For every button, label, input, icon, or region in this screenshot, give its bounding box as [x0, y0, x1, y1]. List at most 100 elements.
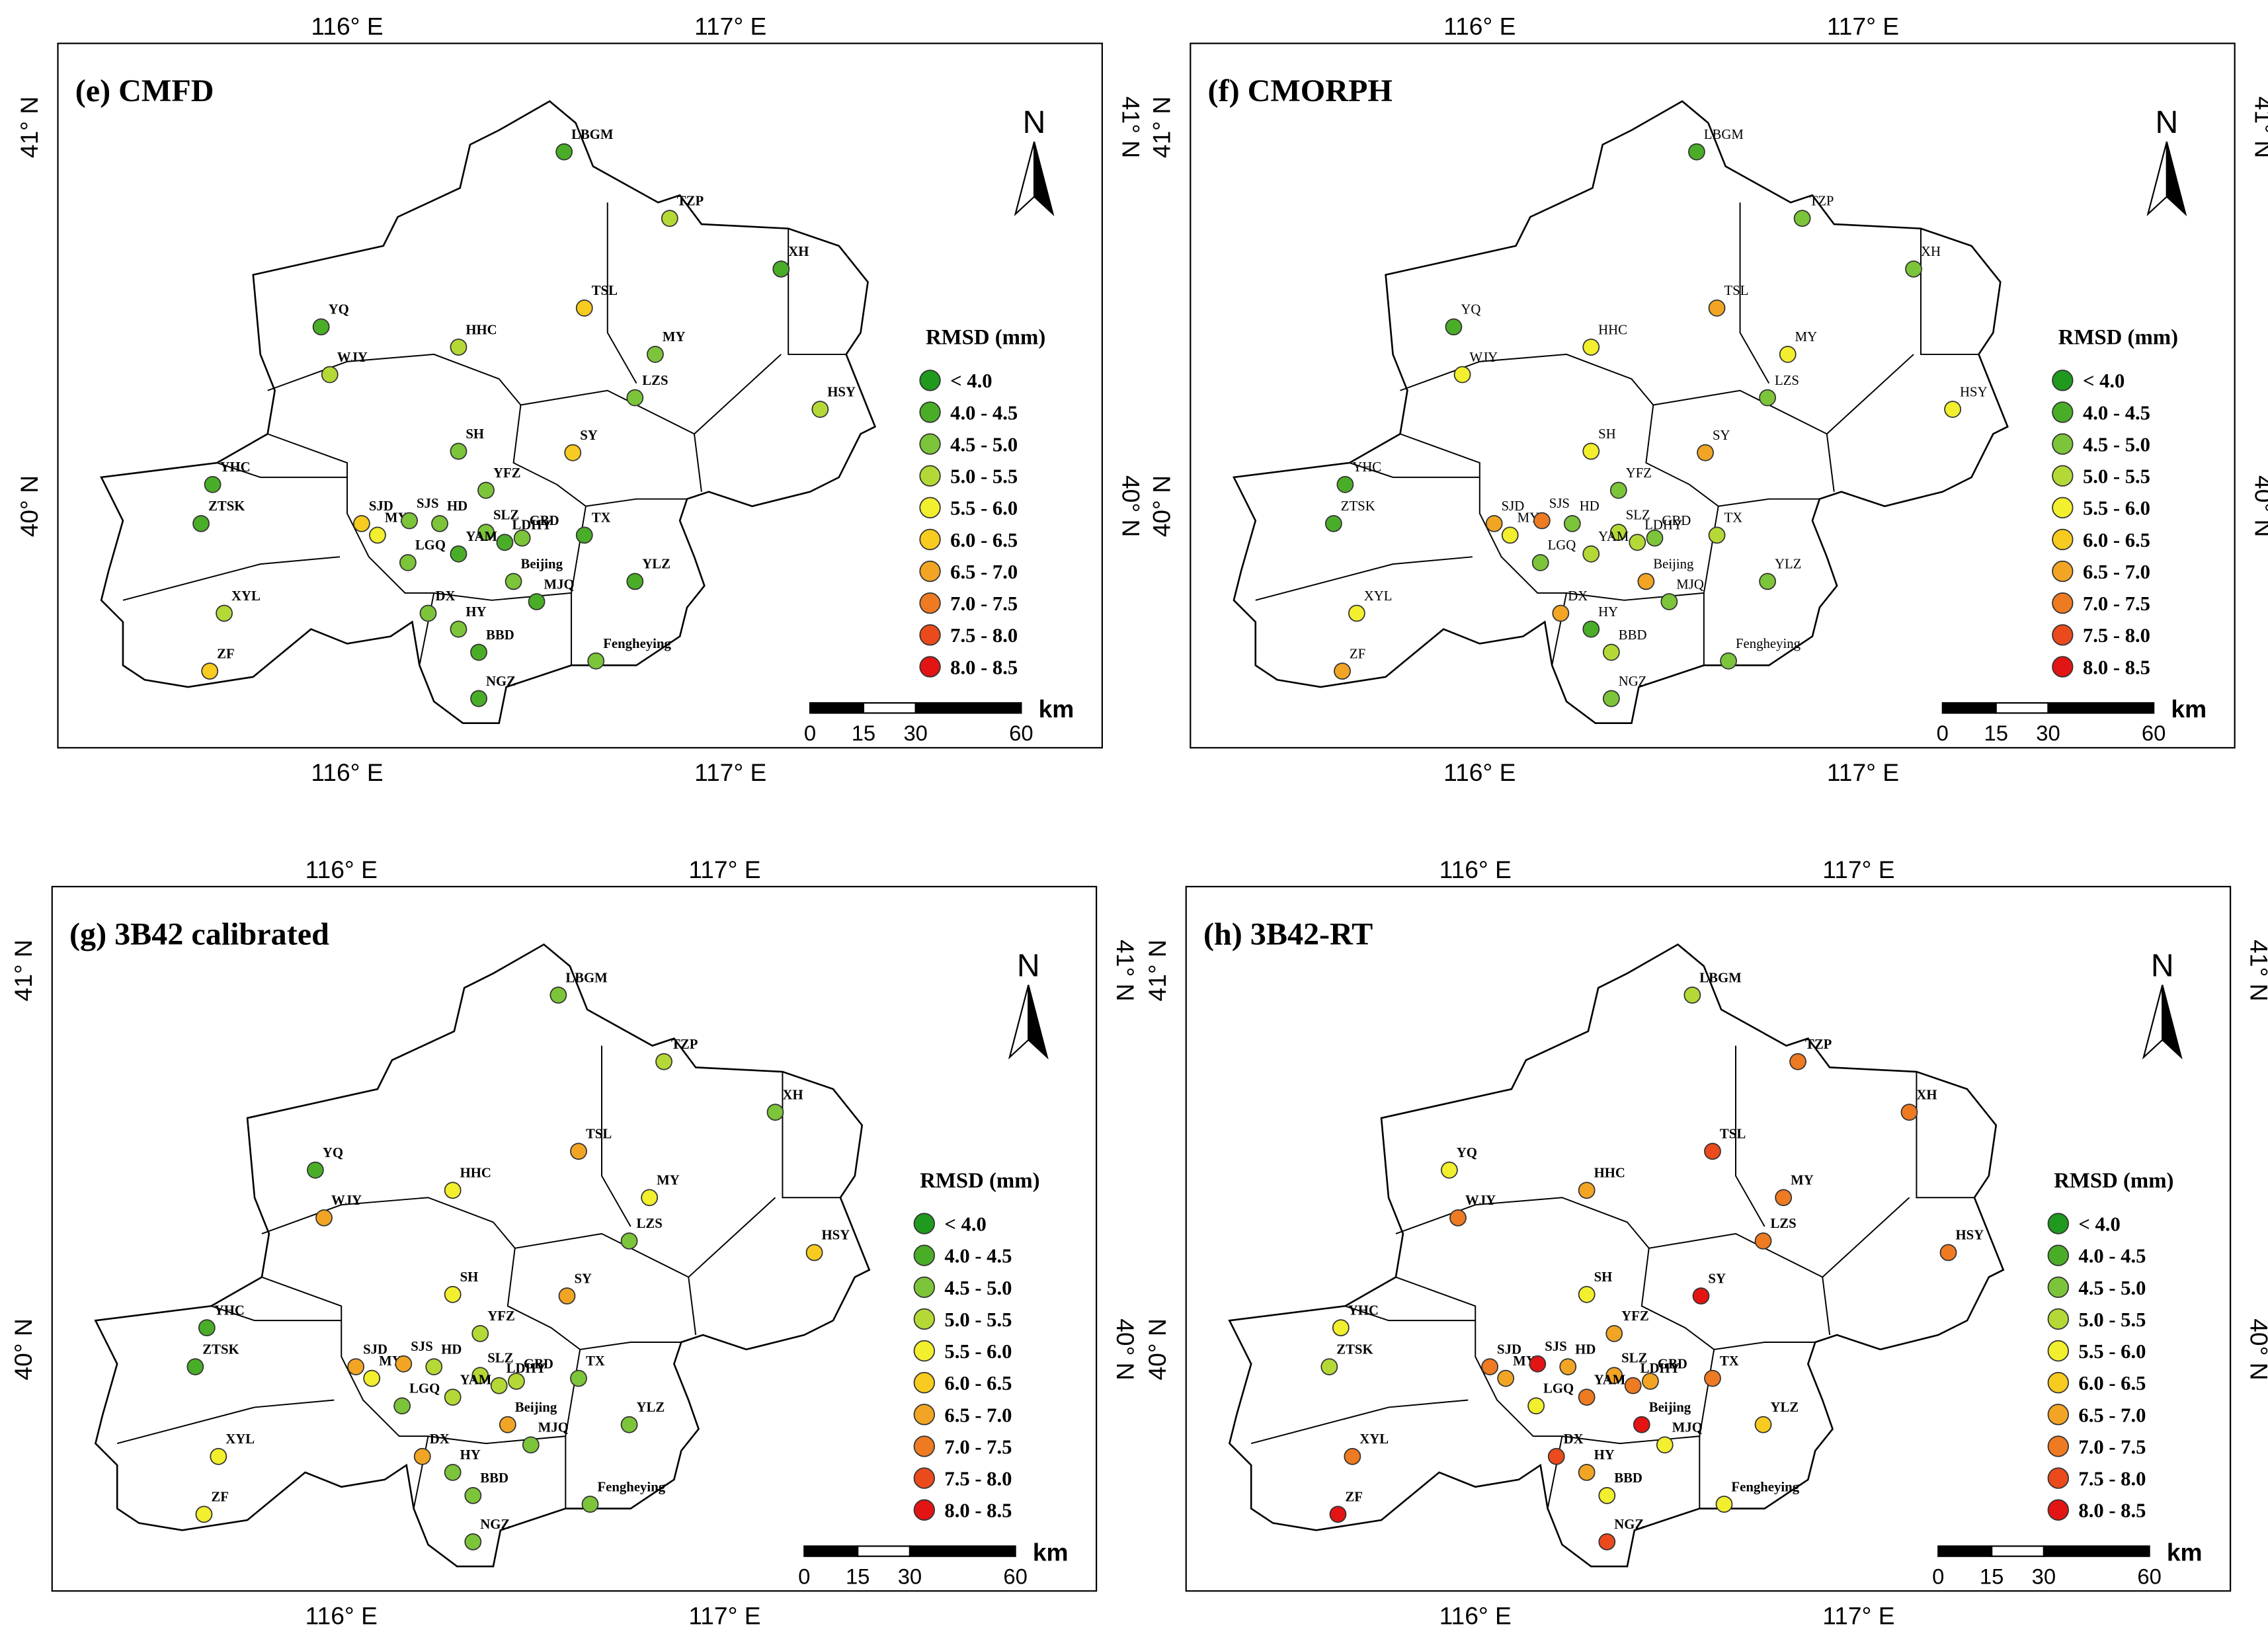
district-line	[1255, 556, 1473, 601]
station-label: DX	[435, 588, 455, 604]
station	[1633, 1416, 1650, 1433]
station-label: HHC	[466, 322, 497, 337]
district-line	[606, 202, 637, 384]
lat-label: 41° N	[9, 940, 37, 1001]
lon-label: 117° E	[1822, 1602, 1894, 1630]
station-label: NGZ	[1614, 1517, 1644, 1532]
station	[450, 442, 467, 460]
scale-bar	[809, 702, 865, 714]
legend-swatch	[913, 1308, 936, 1330]
legend-label: 4.5 - 5.0	[2083, 433, 2150, 456]
station-label: XYL	[1359, 1431, 1389, 1447]
district-line	[216, 462, 348, 478]
station-label: YHC	[1348, 1303, 1379, 1318]
station-label: MY	[1791, 1173, 1814, 1188]
station	[312, 318, 330, 336]
station-label: YAM	[466, 529, 497, 544]
legend-label: 5.0 - 5.5	[944, 1309, 1012, 1331]
scale-unit: km	[1039, 695, 1074, 723]
district-line	[1349, 462, 1480, 478]
station	[1598, 1533, 1616, 1550]
station-label: ZF	[217, 646, 235, 661]
station-label: ZTSK	[202, 1342, 239, 1357]
panel-title: (g) 3B42 calibrated	[69, 916, 329, 951]
station-label: SH	[1594, 1269, 1613, 1285]
map-frame	[51, 885, 1098, 1592]
legend-title: RMSD (mm)	[2054, 1169, 2173, 1193]
station	[450, 339, 467, 356]
district-line	[267, 433, 434, 594]
station	[1624, 1377, 1642, 1394]
station	[352, 514, 370, 532]
map-frame	[1190, 42, 2236, 749]
station	[1344, 1447, 1361, 1465]
map-frame	[57, 42, 1103, 749]
station	[647, 346, 664, 363]
station	[186, 1358, 204, 1376]
station	[363, 1369, 381, 1387]
station	[192, 514, 210, 532]
scale-bar	[862, 702, 916, 714]
legend-swatch	[919, 465, 941, 487]
station-label: DX	[1568, 588, 1588, 604]
scale-label: 15	[852, 721, 875, 745]
station	[1900, 1104, 1918, 1121]
station	[1348, 604, 1365, 622]
station	[626, 573, 644, 590]
station	[1453, 366, 1471, 383]
station	[399, 554, 417, 571]
station	[1334, 663, 1351, 680]
station	[1332, 1319, 1350, 1337]
station	[1445, 318, 1463, 336]
station-label: YHC	[1352, 460, 1381, 475]
station-label: BBD	[1619, 627, 1647, 643]
station	[1527, 1397, 1545, 1415]
legend-swatch	[913, 1372, 936, 1394]
boundary	[1228, 943, 2005, 1568]
station	[369, 526, 386, 544]
legend-swatch	[913, 1340, 936, 1362]
lat-label: 41° N	[1117, 97, 1145, 158]
scale-bar	[803, 1545, 859, 1557]
lat-label: 40° N	[2249, 475, 2268, 537]
scale-unit: km	[2167, 1538, 2203, 1566]
legend-label: 8.0 - 8.5	[950, 656, 1018, 678]
station-label: XYL	[231, 588, 261, 604]
north-label: N	[1017, 948, 1040, 984]
station-label: TZP	[677, 194, 704, 209]
station-label: SLZ	[487, 1351, 513, 1366]
district-line	[601, 1045, 631, 1227]
legend-label: 5.0 - 5.5	[2078, 1309, 2146, 1331]
station	[1754, 1232, 1772, 1250]
station-label: Beijing	[1649, 1400, 1691, 1415]
station-label: XYL	[1364, 588, 1393, 604]
scale-label: 60	[1009, 721, 1033, 745]
lat-label: 40° N	[15, 475, 43, 537]
station	[477, 524, 495, 541]
station	[620, 1416, 638, 1433]
legend-swatch	[2047, 1404, 2069, 1426]
district-line	[122, 556, 341, 601]
station-label: SJD	[363, 1342, 387, 1357]
station-label: SLZ	[1626, 507, 1650, 522]
district-line	[413, 1435, 429, 1509]
legend-swatch	[2052, 560, 2074, 583]
lat-label: 41° N	[2246, 940, 2268, 1001]
station	[477, 481, 495, 499]
station	[1637, 573, 1655, 590]
legend-swatch	[2052, 433, 2074, 455]
lon-label: 117° E	[1822, 856, 1894, 883]
station-label: HSY	[827, 384, 856, 399]
panel-title: (h) 3B42-RT	[1203, 916, 1373, 951]
legend-label: 7.0 - 7.5	[944, 1435, 1012, 1458]
station	[464, 1533, 482, 1550]
district-line	[694, 354, 782, 434]
station	[1533, 512, 1551, 530]
station-label: NGZ	[480, 1517, 510, 1532]
station	[1704, 1369, 1721, 1387]
station-label: LDHY	[506, 1361, 546, 1376]
station	[549, 987, 567, 1004]
station-label: SY	[1713, 428, 1730, 443]
station-label: SJD	[1502, 499, 1525, 514]
